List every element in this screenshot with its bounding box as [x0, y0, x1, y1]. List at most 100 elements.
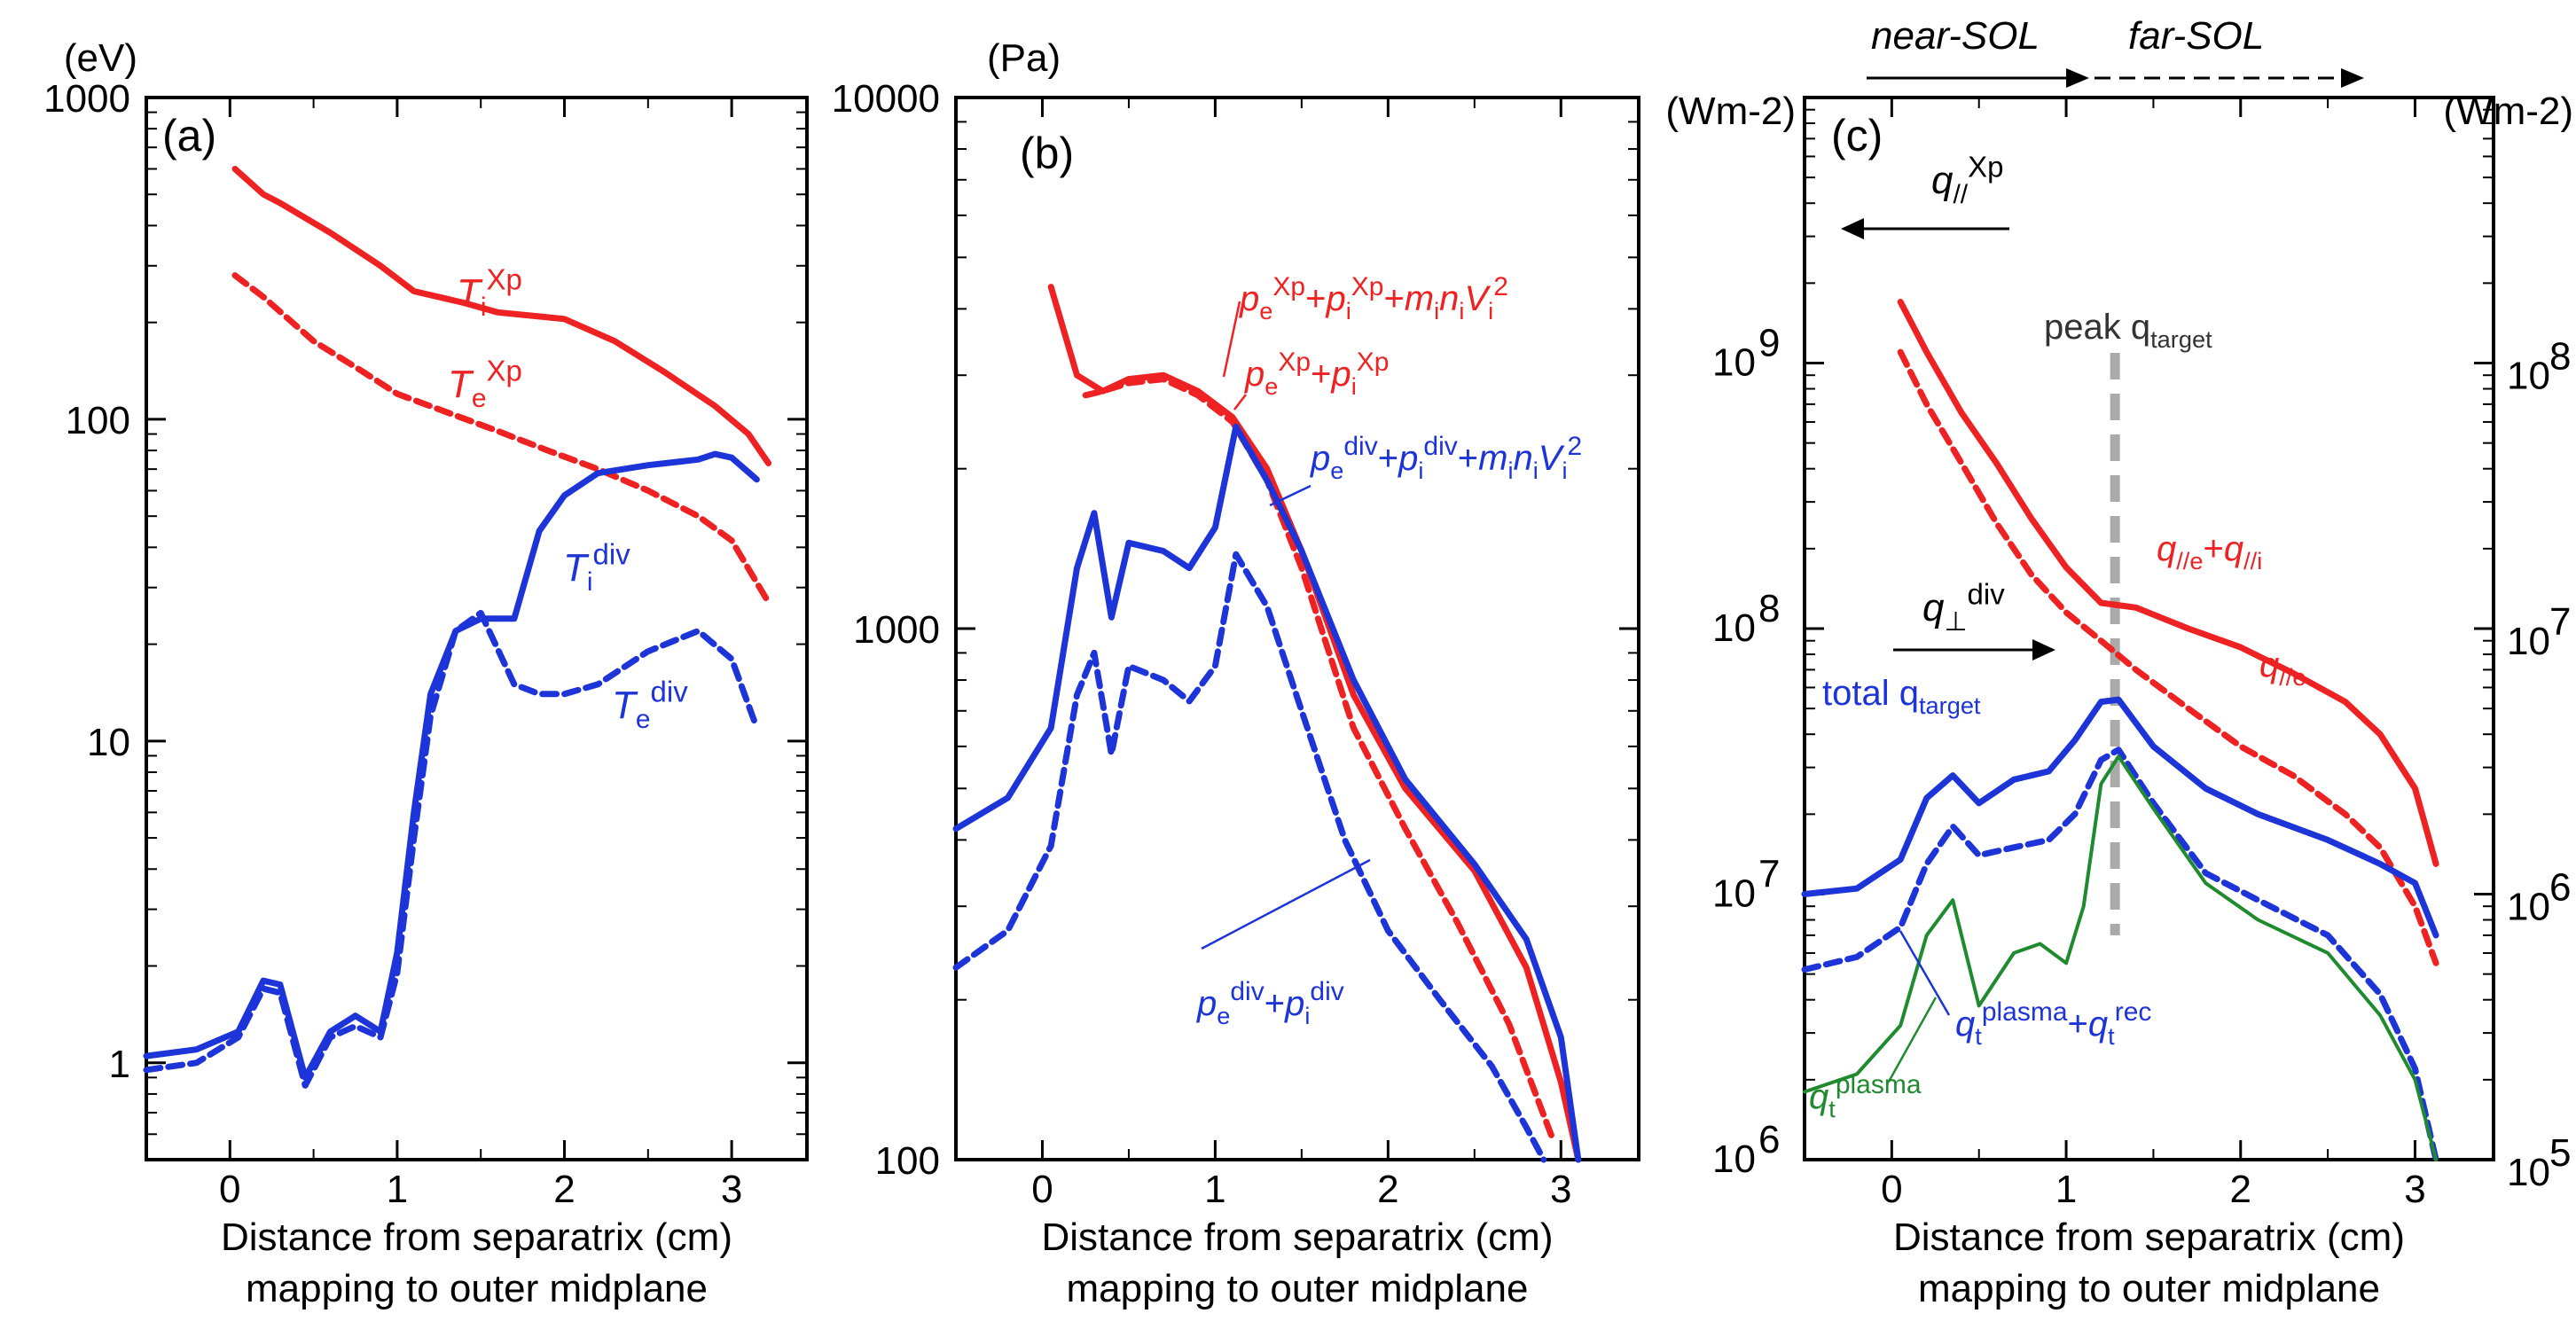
label-qpar-total-sub-2: //i: [2243, 547, 2262, 575]
label-pXp-main-2: p: [1330, 355, 1351, 394]
series-line-c-q_par_e: [1897, 348, 2439, 966]
arrow-qdiv-head: [2032, 639, 2055, 661]
series-line-a-Ti_div: [143, 450, 760, 1081]
unit-label-c-left: (Wm-2): [1665, 90, 1796, 133]
label-qplasma-rec-main-0: q: [1955, 1005, 1975, 1044]
label-qplasma-rec-sup-0: plasma: [1982, 997, 2068, 1027]
y-right-tick-exp-c-0: 5: [2549, 1131, 2571, 1175]
label-pXp-total-main-6: V: [1464, 279, 1491, 318]
label-pdiv-op-1: +: [1265, 984, 1285, 1023]
y-right-tick-label-c-2: 10: [2507, 620, 2550, 663]
y-tick-label-a-1: 10: [87, 721, 130, 764]
label-qpar-e: q//e​: [2259, 645, 2306, 691]
label-pXp-total-op-1: +: [1305, 279, 1326, 318]
label-Ti-Xp-sub-0: i: [481, 293, 487, 322]
label-qpar-Xp: q//​Xp​: [1931, 151, 2003, 209]
label-near-SOL: near-SOL: [1871, 14, 2040, 58]
label-total-qtarget-main-0: total q: [1822, 674, 1919, 713]
y-tick-exp-c-1: 7: [1758, 853, 1780, 896]
leader-pXp: [1233, 394, 1247, 410]
y-tick-label-b-1: 1000: [853, 608, 940, 652]
unit-label-b: (Pa): [987, 36, 1061, 80]
y-tick-exp-c-2: 8: [1758, 587, 1780, 630]
label-pXp-total-sub-0: e: [1259, 297, 1272, 324]
y-tick-label-c-2: 10: [1712, 606, 1756, 650]
label-pXp-sub-2: i: [1351, 372, 1357, 400]
label-pdiv-total-main-4: m: [1478, 439, 1507, 478]
label-pdiv-total-sub-4: i: [1507, 457, 1513, 484]
leader-pdiv: [1201, 858, 1371, 950]
x-tick-label-c-0: 0: [1881, 1168, 1902, 1211]
series-line-c-q_plasma: [1803, 754, 2439, 1161]
label-total-qtarget: total qtarget​: [1822, 674, 1981, 719]
label-pdiv-total-main-0: p: [1310, 439, 1330, 478]
label-qperp-div-sub-0: ⊥: [1944, 607, 1967, 637]
label-Te-Xp-sub-0: e: [472, 384, 487, 413]
label-qpar-Xp-sub-0: //: [1953, 180, 1968, 209]
label-pdiv-total: pe​div​+pi​div​+mi​ni​Vi​2​: [1310, 432, 1582, 484]
leader-qplasma-rec: [1899, 930, 1951, 1016]
x-tick-label-b-2: 2: [1377, 1168, 1398, 1211]
leader-qplasma: [1887, 997, 1938, 1083]
label-pXp-total-op-3: +: [1383, 279, 1404, 318]
y-tick-exp-c-3: 9: [1758, 322, 1780, 365]
y-tick-label-a-3: 1000: [43, 77, 130, 121]
plot-frame-a: [145, 96, 809, 1161]
label-pXp-sub-0: e: [1265, 372, 1278, 400]
label-pdiv-main-2: p: [1284, 984, 1304, 1023]
label-qpar-total-op-1: +: [2203, 529, 2223, 568]
label-qperp-div: q⊥​div​: [1922, 578, 2005, 637]
label-pXp-sup-0: Xp: [1278, 348, 1311, 377]
label-pXp-total-main-5: n: [1439, 279, 1459, 318]
xlabel-line1-a: Distance from separatrix (cm): [221, 1216, 732, 1259]
label-pXp-total-main-4: m: [1405, 279, 1434, 318]
panel-tag-b: (b): [1020, 129, 1074, 178]
y-tick-label-c-3: 10: [1712, 341, 1756, 385]
unit-label-a: (eV): [64, 36, 137, 80]
arrow-far-head: [2341, 68, 2364, 88]
y-right-tick-label-c-0: 10: [2507, 1151, 2550, 1194]
label-pdiv-sub-2: i: [1304, 1002, 1310, 1029]
x-tick-label-b-0: 0: [1031, 1168, 1053, 1211]
label-pXp-total: pe​Xp​+pi​Xp​+mi​ni​Vi​2​: [1239, 272, 1508, 324]
label-qplasma: qt​plasma​: [1809, 1070, 1922, 1122]
y-tick-exp-c-0: 6: [1758, 1118, 1780, 1161]
panel-tag-a: (a): [162, 111, 216, 160]
x-tick-label-a-3: 3: [721, 1168, 742, 1211]
label-pdiv-sup-0: div: [1230, 977, 1264, 1006]
label-pXp-total-sub-5: i: [1459, 297, 1464, 324]
label-qplasma-sub-0: t: [1828, 1095, 1836, 1122]
y-right-tick-exp-c-3: 8: [2549, 335, 2571, 379]
x-tick-label-a-1: 1: [387, 1168, 408, 1211]
label-pdiv-total-sup-6: 2: [1568, 432, 1583, 461]
y-tick-label-b-2: 10000: [832, 77, 940, 121]
label-pXp-total-sub-6: i: [1488, 297, 1493, 324]
label-pdiv-total-main-2: p: [1398, 439, 1418, 478]
label-qpar-Xp-main-0: q: [1931, 159, 1954, 202]
label-qplasma-rec-op-1: +: [2068, 1005, 2088, 1044]
label-Te-div: Te​div​: [612, 676, 688, 734]
y-tick-label-a-2: 100: [66, 399, 130, 442]
label-pXp-total-main-2: p: [1325, 279, 1345, 318]
series-line-a-Te_div: [143, 609, 760, 1089]
x-tick-label-c-3: 3: [2404, 1168, 2425, 1211]
label-qplasma-rec-sub-2: t: [2108, 1022, 2115, 1050]
label-qpar-Xp-sup-0: Xp: [1968, 151, 2003, 184]
label-qplasma-rec-sup-2: rec: [2115, 997, 2152, 1027]
xlabel-line2-b: mapping to outer midplane: [1067, 1267, 1529, 1310]
label-Ti-Xp: Ti​Xp​: [457, 263, 522, 322]
label-pdiv-total-sub-0: e: [1330, 457, 1343, 484]
label-qpar-total-main-2: q: [2224, 529, 2243, 568]
label-qpar-e-sub-0: //e: [2279, 663, 2306, 691]
label-Ti-div-sub-0: i: [587, 567, 593, 597]
label-pdiv-sup-2: div: [1310, 977, 1343, 1006]
label-peak-qtarget-sub-0: target: [2150, 325, 2212, 353]
series-line-b-pdiv: [952, 551, 1547, 1163]
unit-label-c-right: (Wm-2): [2443, 90, 2573, 133]
label-pXp: pe​Xp​+pi​Xp​: [1244, 348, 1389, 400]
series-line-b-pXp_total: [1047, 284, 1582, 1163]
label-pXp-sup-2: Xp: [1357, 348, 1390, 377]
label-pdiv-total-sup-0: div: [1343, 432, 1377, 461]
label-pdiv-total-op-3: +: [1458, 439, 1478, 478]
arrow-qXp-head: [1841, 218, 1864, 239]
